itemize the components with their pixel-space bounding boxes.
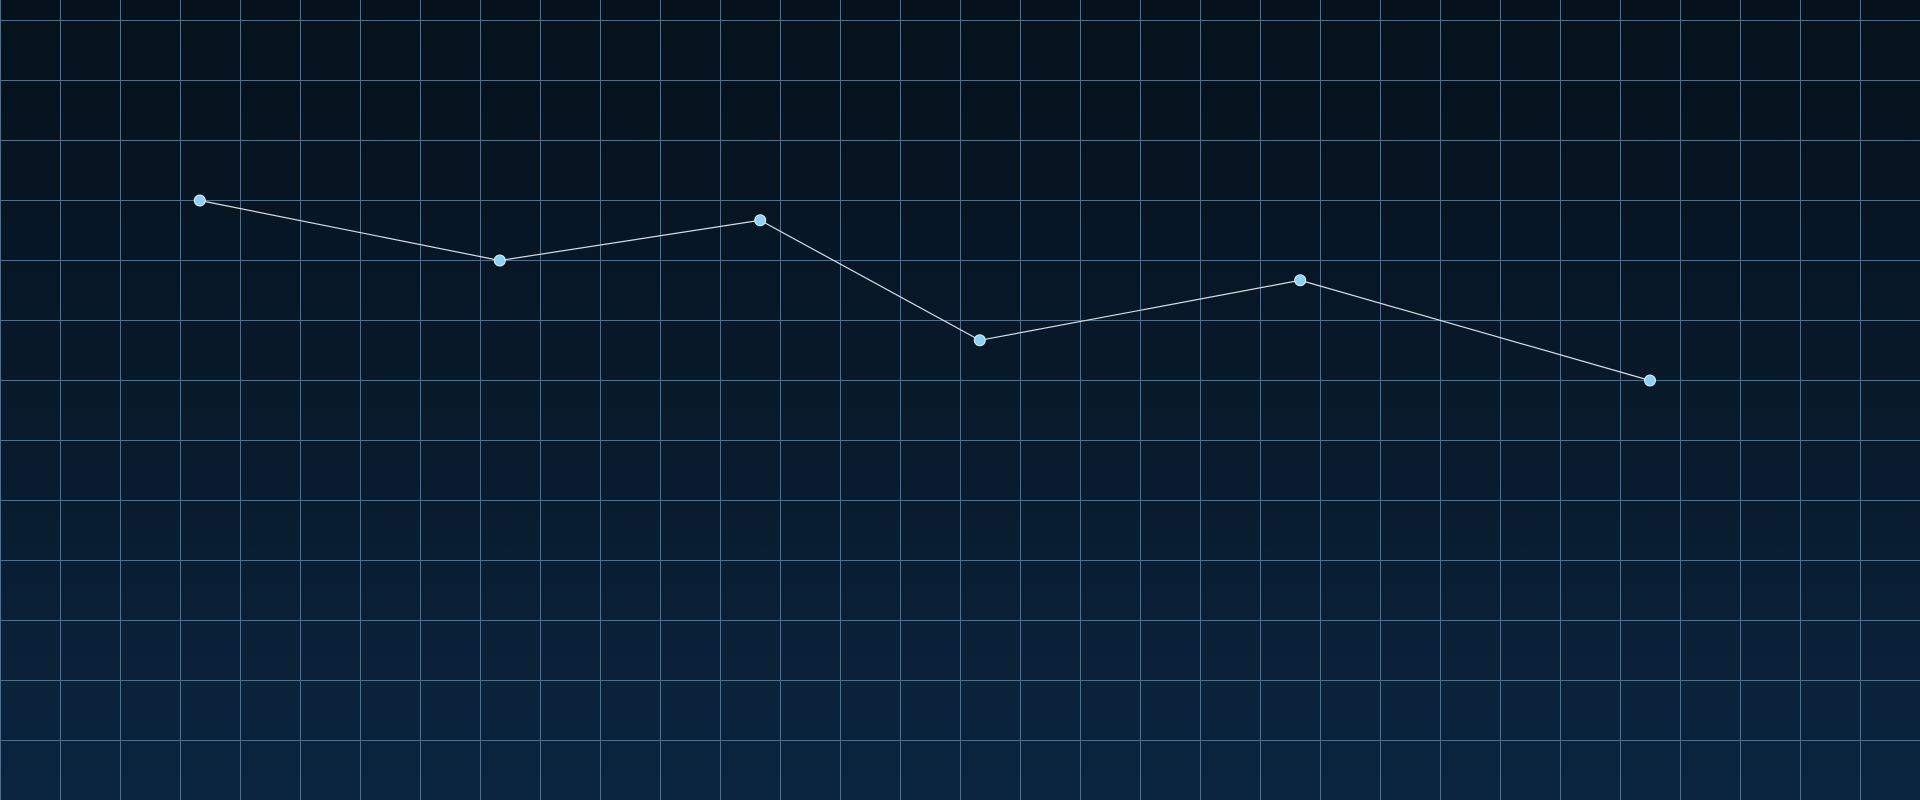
data-point [973, 334, 986, 347]
data-point [754, 214, 767, 227]
series-line [199, 199, 1651, 382]
data-point [1294, 274, 1307, 287]
chart-points [193, 194, 1656, 387]
data-point [1644, 374, 1656, 387]
chart-series [199, 199, 1651, 382]
data-point [493, 254, 506, 267]
data-point [193, 194, 206, 207]
